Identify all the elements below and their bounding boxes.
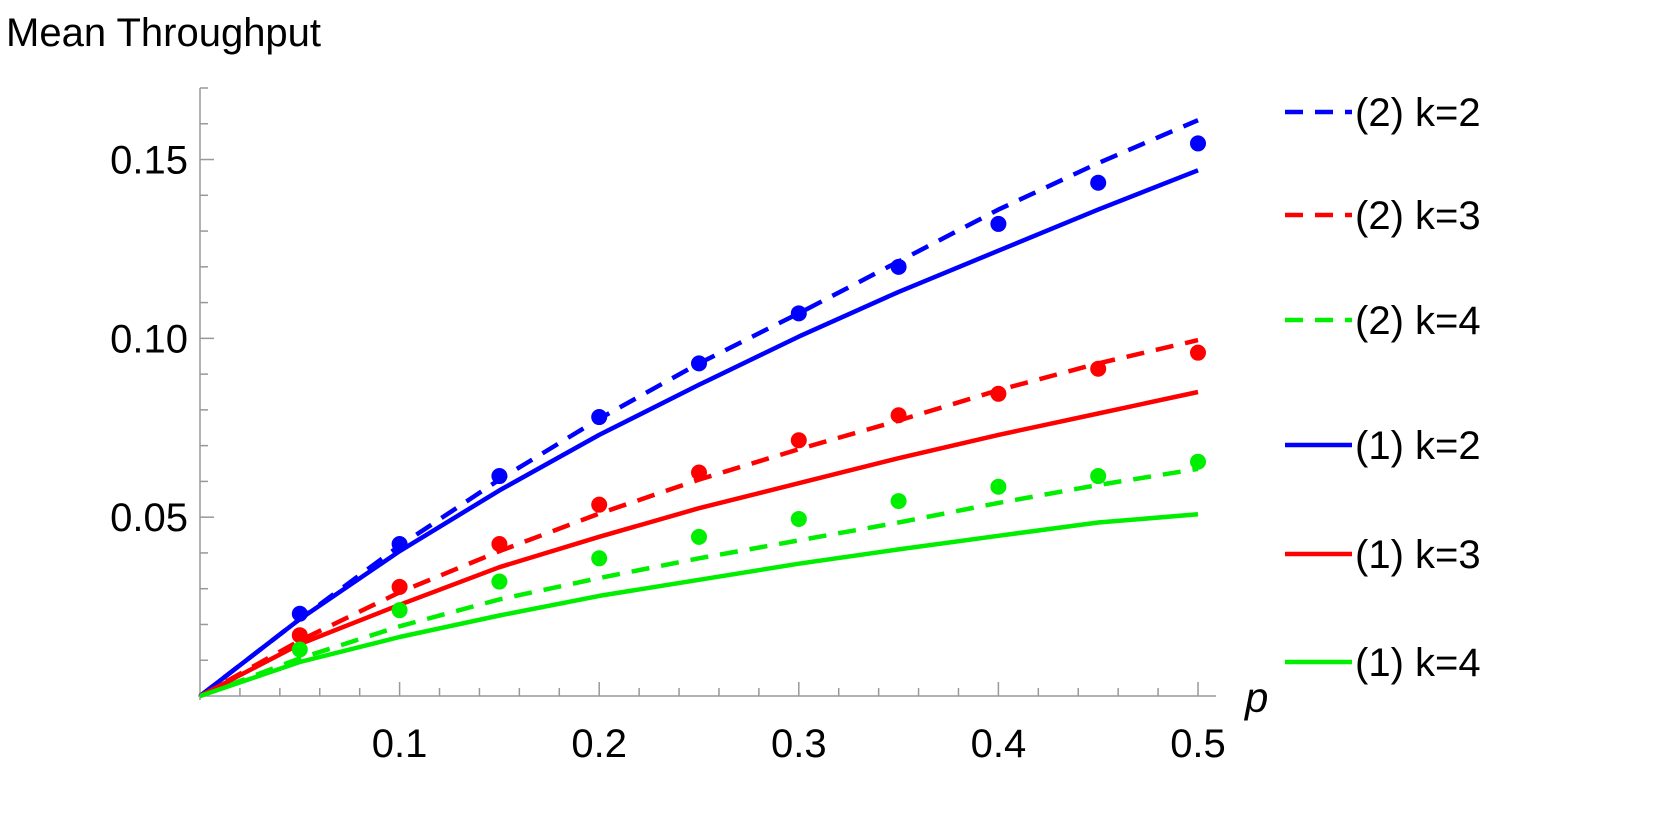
data-point (291, 627, 308, 644)
legend: (2) k=2 (2) k=3 (2) k=4 (1) k=2 (1) k=3 (1) k… (1285, 91, 1481, 685)
x-tick-label: 0.4 (971, 722, 1027, 766)
data-point (1090, 174, 1107, 191)
series-line (198, 118, 1199, 698)
data-point (691, 528, 707, 545)
data-point (890, 493, 907, 510)
data-point (591, 496, 608, 513)
data-point (1090, 468, 1107, 485)
legend-label: (2) k=4 (1355, 299, 1481, 343)
data-point (990, 478, 1007, 495)
data-point (491, 468, 508, 485)
series-line (199, 512, 1199, 699)
data-point (1190, 453, 1206, 470)
data-point (391, 536, 408, 552)
data-point (790, 510, 807, 527)
series-line (199, 466, 1199, 699)
y-tick-label: 0.05 (110, 496, 188, 540)
y-tick-label: 0.10 (110, 317, 188, 361)
x-axis-label: p (1243, 674, 1268, 721)
data-point (291, 641, 308, 658)
legend-label: (1) k=4 (1355, 641, 1481, 685)
y-axis-label: Mean Throughput (6, 11, 321, 55)
x-tick-label: 0.1 (372, 722, 428, 766)
data-point (990, 215, 1007, 232)
series-lines (198, 118, 1199, 699)
data-point (491, 536, 508, 552)
legend-label: (2) k=3 (1355, 194, 1481, 238)
series-line (198, 389, 1199, 698)
data-point (890, 258, 907, 275)
simulation-points (291, 135, 1206, 658)
data-point (291, 605, 308, 622)
data-point (391, 602, 408, 619)
x-tick-label: 0.3 (771, 722, 827, 766)
data-point (591, 409, 608, 426)
legend-label: (2) k=2 (1355, 91, 1481, 135)
data-point (491, 573, 508, 590)
data-point (990, 385, 1007, 402)
data-point (691, 355, 707, 372)
data-point (1190, 344, 1206, 361)
data-point (391, 578, 408, 595)
data-point (691, 464, 707, 481)
legend-label: (1) k=3 (1355, 533, 1481, 577)
data-point (790, 305, 807, 322)
x-tick-label: 0.5 (1170, 722, 1226, 766)
data-point (1190, 135, 1206, 152)
y-tick-label: 0.15 (110, 139, 188, 183)
axes: 0.1 0.2 0.3 0.4 0.5 0.05 0.10 0.15 (110, 87, 1226, 766)
data-point (591, 550, 608, 567)
data-point (790, 432, 807, 449)
x-tick-label: 0.2 (571, 722, 627, 766)
legend-label: (1) k=2 (1355, 424, 1481, 468)
series-line (198, 168, 1199, 698)
data-point (1090, 360, 1107, 377)
data-point (890, 407, 907, 424)
